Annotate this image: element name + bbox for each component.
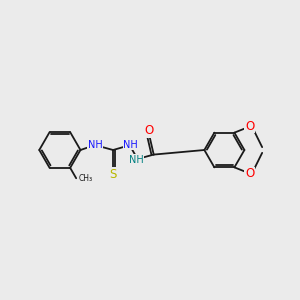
Text: CH₃: CH₃ (79, 174, 93, 183)
Text: NH: NH (124, 140, 138, 150)
Text: NH: NH (129, 155, 143, 165)
Text: O: O (245, 167, 254, 180)
Text: O: O (145, 124, 154, 137)
Text: S: S (110, 168, 117, 181)
Text: NH: NH (88, 140, 103, 150)
Text: O: O (245, 120, 254, 133)
